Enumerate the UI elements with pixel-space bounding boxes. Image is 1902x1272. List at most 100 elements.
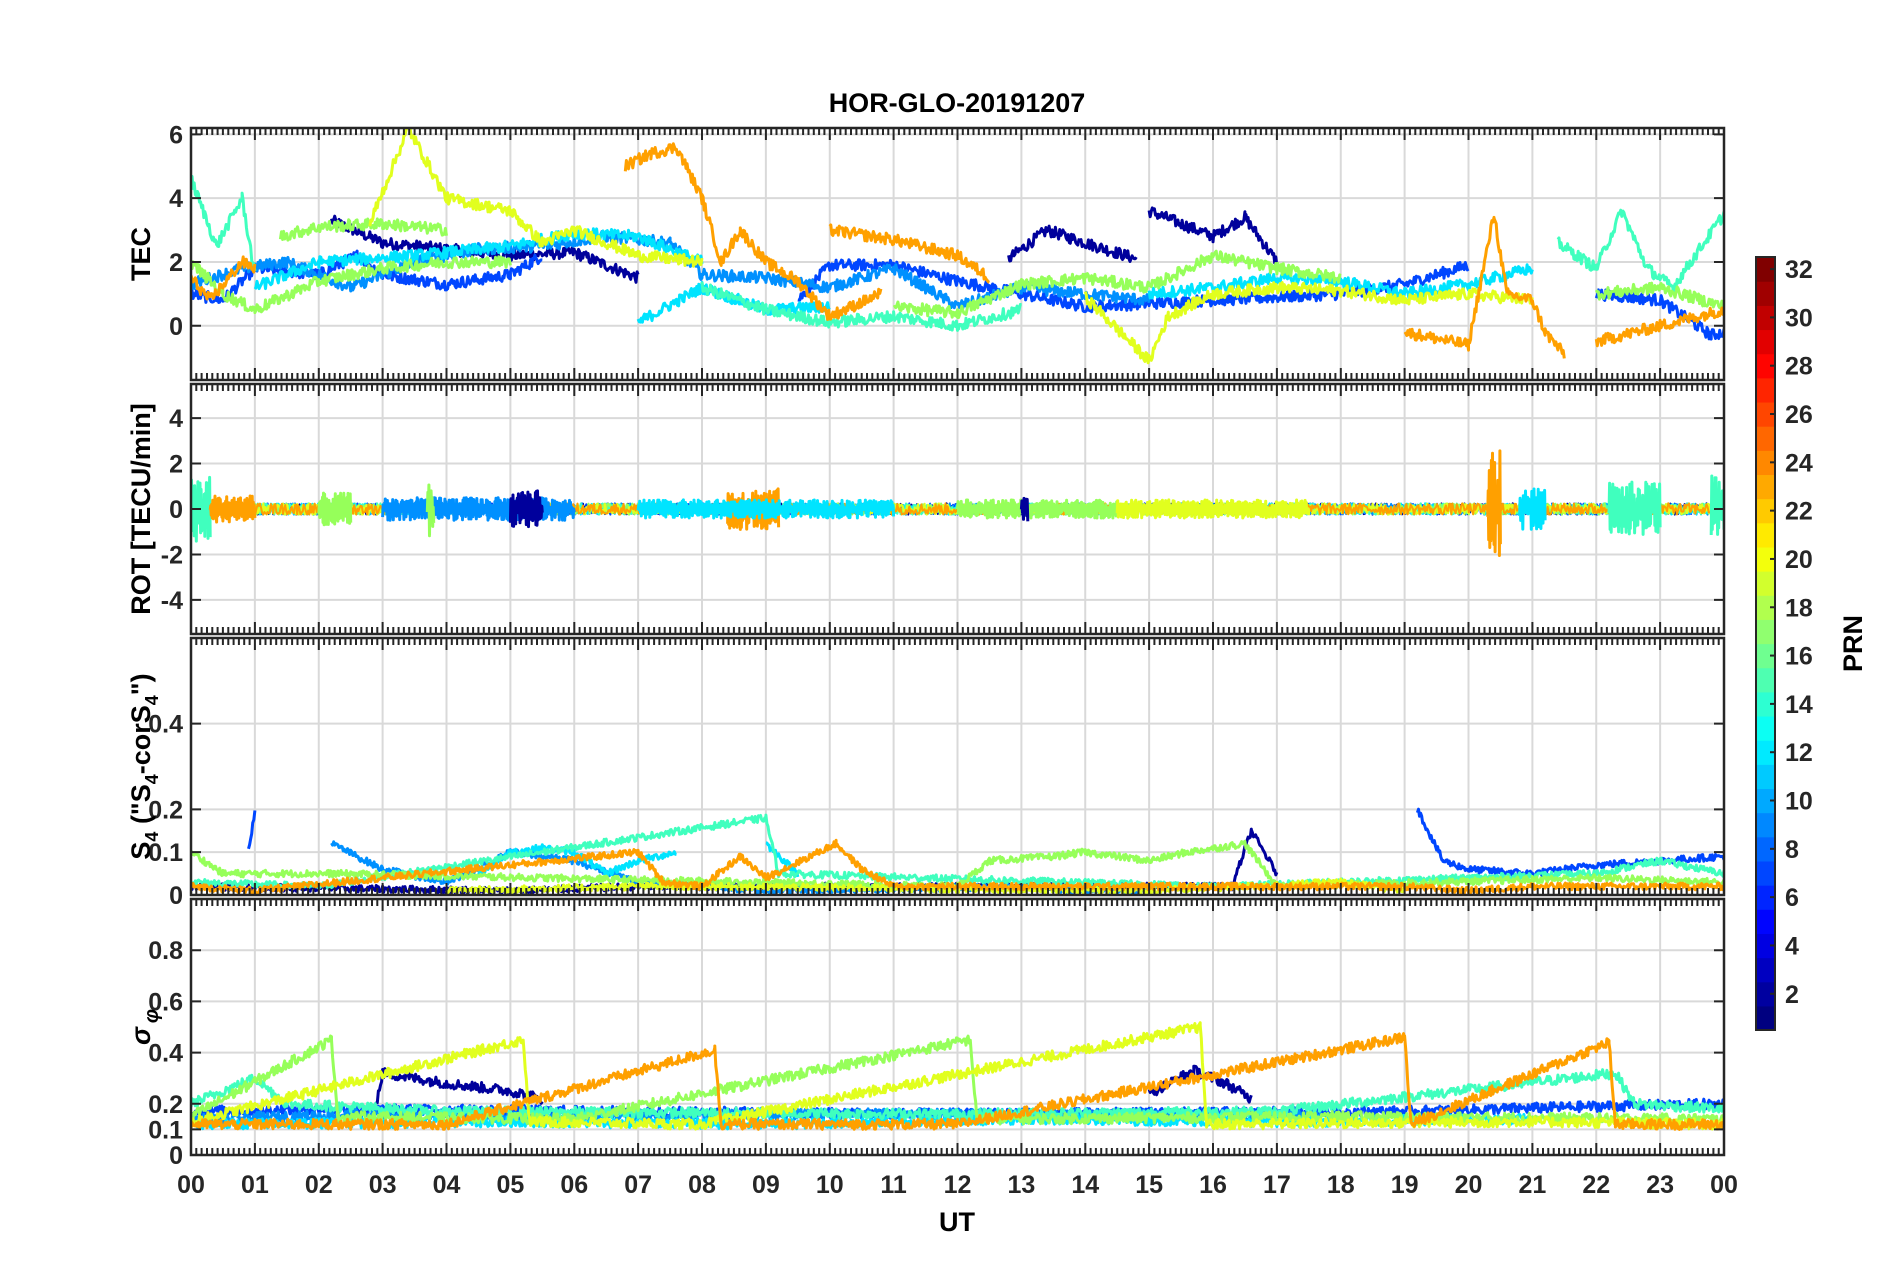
ylabel-sub: 4 xyxy=(142,832,162,842)
colorbar-cell xyxy=(1756,933,1775,959)
y-tick-label-sigma: 0.8 xyxy=(148,937,183,965)
colorbar-tick-label: 18 xyxy=(1785,594,1813,622)
x-tick-label: 03 xyxy=(369,1171,397,1199)
ylabel-part: ("S xyxy=(126,784,156,831)
series-group-tec xyxy=(191,128,1724,365)
colorbar-tick-label: 24 xyxy=(1785,449,1813,477)
x-tick-label: 09 xyxy=(752,1171,780,1199)
colorbar-cell xyxy=(1756,305,1775,331)
rot-burst-prn-17 xyxy=(425,483,436,538)
colorbar-cell xyxy=(1756,1005,1775,1031)
x-tick-label: 02 xyxy=(305,1171,333,1199)
y-ticks-s4 xyxy=(191,722,1724,896)
x-tick-label: 12 xyxy=(944,1171,972,1199)
ylabel-sub: 4 xyxy=(142,774,162,784)
y-tick-label-s4: 0.2 xyxy=(148,796,183,824)
series-line-prn-15 xyxy=(191,1068,1724,1121)
y-tick-label-rot: 4 xyxy=(169,405,183,433)
colorbar-cell xyxy=(1756,885,1775,910)
y-tick-label-sigma: 0.1 xyxy=(148,1116,183,1144)
colorbar-cell xyxy=(1756,401,1775,427)
rot-burst-prn-19 xyxy=(1115,498,1311,520)
ylabel-part: -corS xyxy=(126,705,156,774)
colorbar-tick-label: 22 xyxy=(1785,498,1813,526)
colorbar-cell xyxy=(1756,450,1775,476)
x-tick-label: 21 xyxy=(1518,1171,1546,1199)
rot-burst-prn-2 xyxy=(508,489,544,529)
series-line-prn-17 xyxy=(278,217,448,242)
colorbar-tick-label: 16 xyxy=(1785,643,1813,671)
colorbar-tick-label: 32 xyxy=(1785,256,1813,284)
x-axis: 00 01 02 03 04 05 06 07 08 09 10 11 12 13 14 15 16 17 18 19… xyxy=(177,1171,1738,1199)
y-tick-label-sigma: 0.4 xyxy=(148,1040,183,1068)
colorbar-tick-label: 30 xyxy=(1785,304,1813,332)
series-line-prn-22 xyxy=(191,1032,1724,1131)
x-tick-label: 18 xyxy=(1327,1171,1355,1199)
series-line-prn-13 xyxy=(1147,263,1534,300)
x-tick-label: 05 xyxy=(496,1171,524,1199)
rot-burst-prn-15 xyxy=(191,475,212,543)
x-tick-label: 10 xyxy=(816,1171,844,1199)
series-line-prn-17 xyxy=(191,839,1724,891)
series-line-prn-19 xyxy=(368,128,704,268)
colorbar-cell xyxy=(1756,426,1775,451)
x-tick-label: 00 xyxy=(177,1171,205,1199)
colorbar-cell xyxy=(1756,764,1775,790)
rot-burst-prn-15 xyxy=(1709,474,1724,536)
series-line-prn-22 xyxy=(191,255,257,301)
colorbar-label: PRN xyxy=(1838,615,1868,672)
colorbar-tick-label: 20 xyxy=(1785,546,1813,574)
colorbar-cell xyxy=(1756,836,1775,862)
colorbar-cell xyxy=(1756,667,1775,693)
y-tick-label-rot: -2 xyxy=(161,541,183,569)
series-line-prn-17 xyxy=(892,249,1342,319)
colorbar-cell xyxy=(1756,812,1775,838)
y-axis-label-rot: ROT [TECU/min] xyxy=(126,403,156,614)
colorbar-cell xyxy=(1756,643,1775,669)
x-tick-label: 17 xyxy=(1263,1171,1291,1199)
colorbar-cell xyxy=(1756,788,1775,814)
x-tick-label: 04 xyxy=(433,1171,461,1199)
colorbar-cell xyxy=(1756,498,1775,524)
colorbar-tick-label: 12 xyxy=(1785,739,1813,767)
x-tick-label: 23 xyxy=(1646,1171,1674,1199)
colorbar-cell xyxy=(1756,377,1775,403)
series-line-prn-2 xyxy=(374,1067,544,1105)
y-tick-label-rot: -4 xyxy=(161,587,183,615)
rot-burst-prn-17 xyxy=(956,498,1119,520)
colorbar-tick-label: 2 xyxy=(1785,981,1799,1009)
colorbar-tick-label: 10 xyxy=(1785,788,1813,816)
y-ticks-tec xyxy=(191,133,1724,327)
colorbar-cell xyxy=(1756,595,1775,620)
rot-burst-prn-13 xyxy=(636,498,896,520)
colorbar-cell xyxy=(1756,281,1775,306)
y-tick-label-tec: 4 xyxy=(169,185,183,213)
y-ticks-rot xyxy=(191,417,1724,601)
panel-tec: 0 2 4 6 TEC xyxy=(126,121,1726,382)
colorbar-cell xyxy=(1756,571,1775,596)
ylabel-sub: φ xyxy=(141,1009,163,1023)
series-line-prn-15 xyxy=(1556,208,1724,294)
y-tick-label-sigma: 0.6 xyxy=(148,988,183,1016)
colorbar-cell xyxy=(1756,353,1775,379)
colorbar-cell xyxy=(1756,474,1775,500)
series-line-prn-5 xyxy=(247,810,257,850)
panel-sigma: 00.10.2 0.4 0.6 0.8 σφ xyxy=(126,897,1726,1170)
y-tick-label-s4: 0.4 xyxy=(148,711,183,739)
x-tick-label: 13 xyxy=(1007,1171,1035,1199)
colorbar-cell xyxy=(1756,257,1775,282)
colorbar-tick-label: 14 xyxy=(1785,691,1813,719)
ylabel-part: σ xyxy=(126,1026,156,1045)
y-tick-label-tec: 6 xyxy=(169,121,183,149)
series-line-prn-17 xyxy=(191,255,512,315)
rot-burst-prn-22 xyxy=(208,494,257,524)
y-tick-label-rot: 2 xyxy=(169,451,183,479)
rot-burst-prn-15 xyxy=(1607,480,1662,536)
series-line-prn-22 xyxy=(828,223,990,284)
x-tick-label: 08 xyxy=(688,1171,716,1199)
colorbar-cell xyxy=(1756,691,1775,717)
colorbar-cell xyxy=(1756,546,1775,572)
x-tick-label: 22 xyxy=(1582,1171,1610,1199)
